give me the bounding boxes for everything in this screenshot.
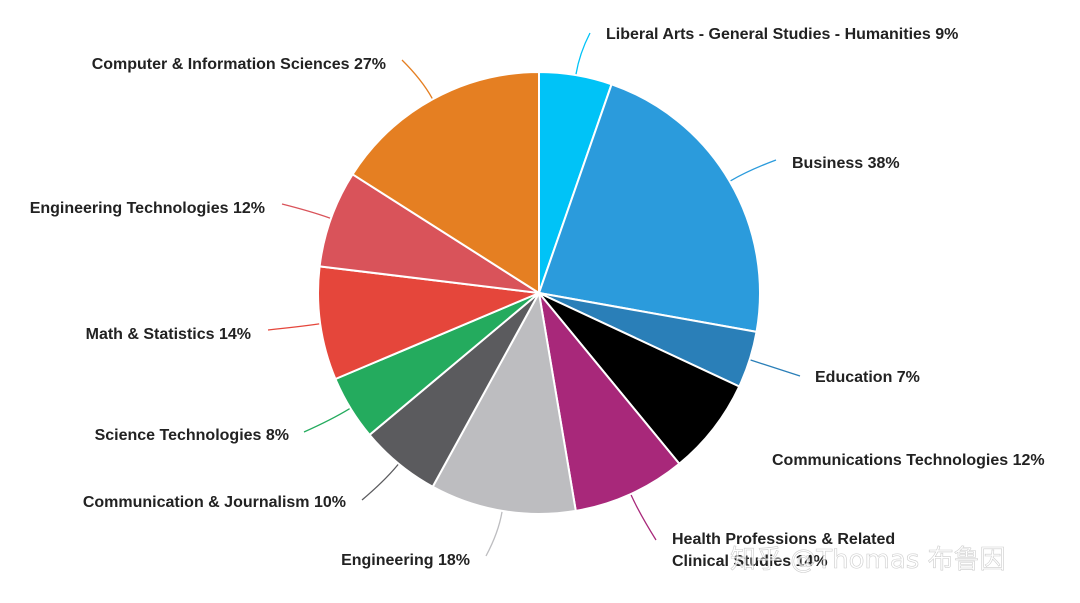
leader-line-11 [401,59,433,99]
slice-label-2: Business 38% [792,155,900,172]
leader-line-5 [630,494,657,541]
slice-label-9: Math & Statistics 14% [86,326,251,343]
slice-label-10: Engineering Technologies 12% [30,200,265,217]
pie-slice-2 [537,82,761,333]
slice-label-1: Liberal Arts - General Studies - Humanit… [606,26,958,43]
slice-label-5: Health Professions & Related Clinical Stu… [672,531,895,570]
label-group: Liberal Arts - General Studies - Humanit… [30,26,1045,570]
leader-line-2 [730,159,777,182]
pie-slice-6 [431,289,577,515]
leader-line-3 [750,359,801,377]
pie-slice-5 [537,289,681,513]
slice-label-3: Education 7% [815,369,920,386]
leader-line-10 [281,203,331,219]
leader-line-1 [575,32,591,75]
slice-label-4: Communications Technologies 12% [772,452,1045,469]
leader-line-group [267,32,801,557]
slice-group [317,70,761,515]
slice-label-7: Communication & Journalism 10% [83,494,346,511]
leader-line-6 [485,511,503,557]
slice-label-6: Engineering 18% [341,552,470,569]
watermark: 知乎 @Thomas 布鲁因 [730,545,1006,575]
leader-line-8 [303,408,350,433]
slice-label-8: Science Technologies 8% [95,427,289,444]
pie-slice-11 [351,70,540,295]
leader-line-7 [361,464,399,501]
pie-slice-9 [317,265,543,381]
leader-line-9 [267,323,320,331]
slice-label-11: Computer & Information Sciences 27% [92,56,386,73]
